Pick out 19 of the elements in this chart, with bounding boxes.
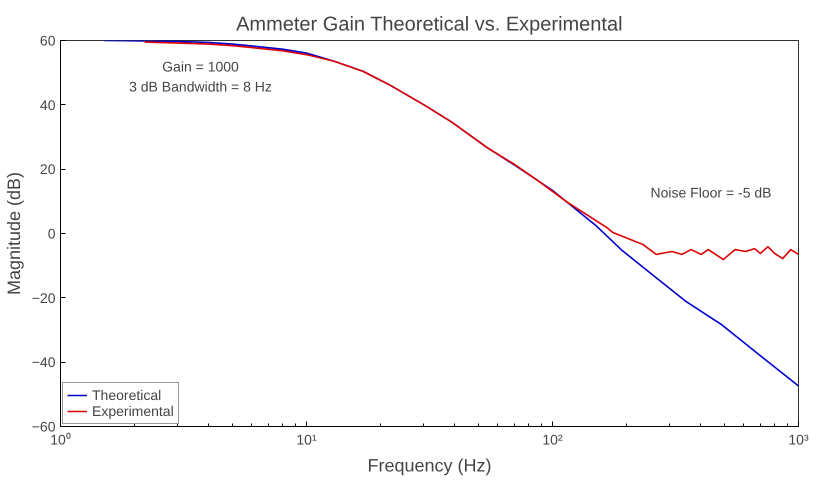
y-tick-label: −20 (32, 290, 56, 306)
annotation: 3 dB Bandwidth = 8 Hz (129, 78, 272, 94)
x-tick-label: 10⁰ (50, 432, 71, 448)
x-tick-label: 10¹ (296, 432, 317, 448)
x-tick-label: 10² (542, 432, 563, 448)
x-tick-label: 10³ (788, 432, 809, 448)
legend-label: Experimental (92, 403, 174, 419)
y-tick-label: 40 (40, 96, 56, 113)
chart-title: Ammeter Gain Theoretical vs. Experimental (236, 14, 623, 36)
y-tick-label: −40 (32, 354, 56, 370)
y-tick-label: 20 (40, 161, 56, 178)
y-tick-label: 0 (48, 226, 56, 242)
x-axis-title: Frequency (Hz) (367, 456, 492, 476)
annotation: Noise Floor = -5 dB (650, 184, 772, 200)
y-tick-label: 60 (40, 32, 56, 48)
legend-label: Theoretical (92, 387, 162, 403)
y-tick-label: −60 (32, 418, 56, 434)
y-axis-title: Magnitude (dB) (4, 172, 24, 296)
annotation: Gain = 1000 (162, 58, 240, 74)
